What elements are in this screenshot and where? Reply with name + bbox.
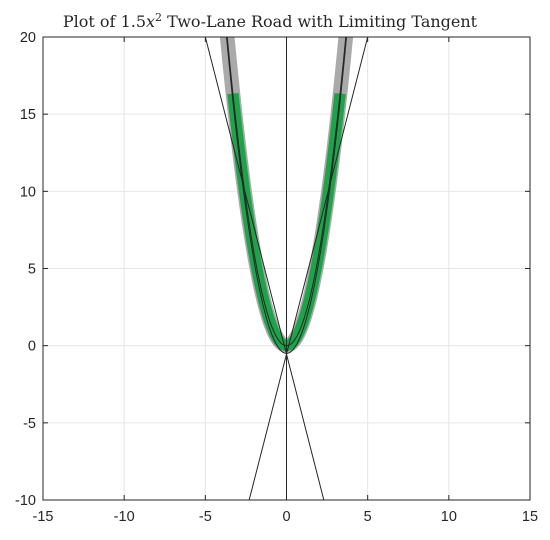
x-tick-label: 15	[522, 509, 538, 525]
y-tick-label: 15	[20, 107, 36, 123]
title-variable: x	[146, 12, 155, 31]
x-tick-label: 10	[441, 509, 457, 525]
x-tick-label: -15	[33, 509, 54, 525]
title-exponent: 2	[155, 11, 162, 24]
x-tick-label: -5	[199, 509, 212, 525]
x-tick-label: -10	[114, 509, 135, 525]
title-prefix: Plot of 1.5	[63, 12, 146, 31]
tangent-line-4	[204, 37, 325, 500]
plot-area	[204, 37, 369, 500]
x-tick-label: 0	[282, 509, 290, 525]
y-tick-label: 5	[28, 262, 36, 278]
x-tick-label: 5	[364, 509, 372, 525]
tangent-line-5	[248, 37, 369, 500]
y-tick-label: 0	[28, 339, 36, 355]
y-tick-label: 10	[20, 184, 36, 200]
y-tick-label: -5	[23, 416, 36, 432]
y-tick-label: -10	[15, 493, 36, 509]
road-band-1	[227, 93, 346, 352]
y-tick-label: 20	[20, 30, 36, 46]
chart-title: Plot of 1.5x2 Two-Lane Road with Limitin…	[63, 11, 478, 31]
tick-marks	[42, 36, 531, 501]
title-suffix: Two-Lane Road with Limiting Tangent	[162, 12, 478, 31]
